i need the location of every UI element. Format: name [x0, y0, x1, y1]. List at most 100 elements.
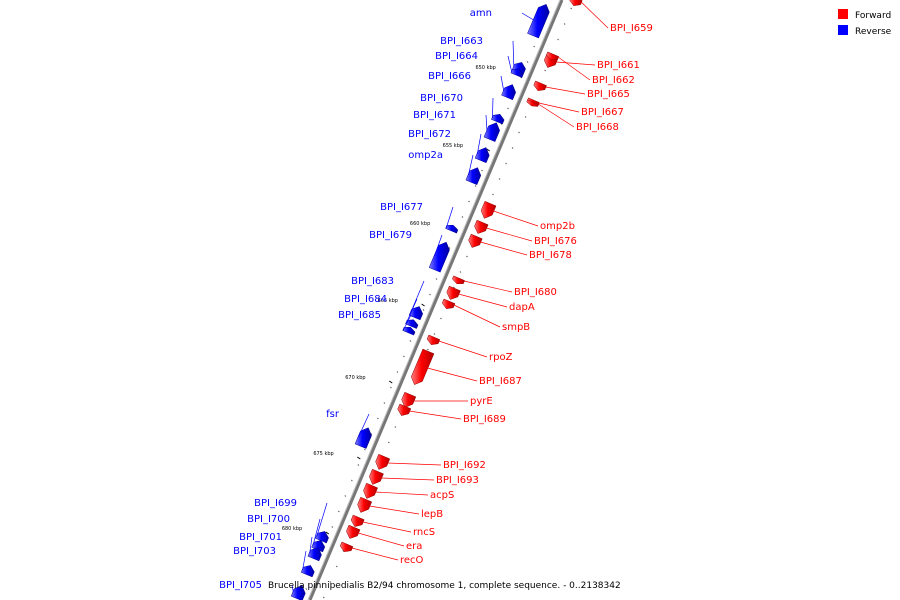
gene-glyph-fsr[interactable] [354, 427, 372, 449]
gene-glyph-rpoz[interactable] [426, 334, 441, 345]
gene-label-reco[interactable]: recO [400, 555, 424, 566]
gene-glyph-bpi_i678[interactable] [468, 233, 483, 248]
gene-glyph-bpi_i664[interactable] [510, 68, 524, 78]
label-leader [486, 227, 533, 242]
gene-glyph-bpi_i666[interactable] [501, 84, 516, 101]
gene-glyph-bpi_i665[interactable] [533, 80, 547, 91]
gene-glyph-era[interactable] [346, 524, 361, 539]
gene-glyph-bpi_i676[interactable] [474, 219, 489, 234]
gene-label-era[interactable]: era [406, 541, 422, 552]
gene-label-bpi_i664[interactable]: BPI_I664 [435, 51, 478, 62]
gene-label-bpi_i705[interactable]: BPI_I705 [219, 580, 262, 591]
gene-glyph-omp2b[interactable] [480, 200, 497, 219]
gene-label-pyre[interactable]: pyrE [470, 396, 493, 407]
gene-label-bpi_i672[interactable]: BPI_I672 [408, 129, 451, 140]
gene-glyph-reco[interactable] [339, 541, 354, 552]
gene-label-bpi_i700[interactable]: BPI_I700 [247, 514, 290, 525]
track-dash [427, 348, 429, 351]
label-leader [485, 114, 488, 132]
gene-label-lepb[interactable]: lepB [421, 509, 443, 520]
gene-label-bpi_i692[interactable]: BPI_I692 [443, 460, 486, 471]
gene-label-bpi_i685[interactable]: BPI_I685 [338, 310, 381, 321]
label-leader [358, 532, 405, 547]
gene-glyph-bpi_i662[interactable] [546, 51, 560, 61]
gene-glyph-bpi_i701[interactable] [307, 547, 322, 562]
gene-label-bpi_i663[interactable]: BPI_I663 [440, 36, 483, 47]
label-leader [381, 477, 435, 481]
gene-label-smpb[interactable]: smpB [502, 322, 530, 333]
gene-label-rpoz[interactable]: rpoZ [489, 352, 513, 363]
gene-label-bpi_i701[interactable]: BPI_I701 [239, 532, 282, 543]
gene-glyph-omp2a[interactable] [465, 167, 482, 186]
gene-glyph-bpi_i692[interactable] [375, 453, 391, 470]
gene-glyph-lepb[interactable] [357, 496, 373, 513]
tick-label: 670 kbp [345, 375, 365, 381]
gene-label-rncs[interactable]: rncS [413, 527, 435, 538]
track-dash [563, 23, 566, 25]
gene-label-bpi_i668[interactable]: BPI_I668 [576, 122, 619, 133]
gene-glyph-bpi_i672[interactable] [474, 147, 490, 164]
gene-label-bpi_i661[interactable]: BPI_I661 [597, 60, 640, 71]
gene-label-amn[interactable]: amn [470, 8, 492, 19]
legend-label-forward: Forward [855, 11, 891, 21]
legend: Forward Reverse [838, 9, 892, 37]
gene-label-bpi_i659[interactable]: BPI_I659 [610, 23, 653, 34]
gene-label-acps[interactable]: acpS [430, 490, 454, 501]
gene-label-bpi_i670[interactable]: BPI_I670 [420, 93, 463, 104]
gene-glyph-bpi_i703[interactable] [300, 565, 315, 578]
gene-label-bpi_i665[interactable]: BPI_I665 [587, 89, 630, 100]
tick-label: 665 kbp [378, 298, 398, 304]
gene-label-bpi_i680[interactable]: BPI_I680 [514, 287, 557, 298]
gene-label-bpi_i684[interactable]: BPI_I684 [344, 294, 387, 305]
gene-label-omp2b[interactable]: omp2b [540, 221, 575, 232]
gene-label-bpi_i699[interactable]: BPI_I699 [254, 498, 297, 509]
gene-glyph-bpi_i670[interactable] [491, 114, 505, 125]
gene-layer [290, 0, 583, 600]
gene-glyph-bpi_i659[interactable] [569, 0, 583, 6]
gene-label-omp2a[interactable]: omp2a [408, 150, 443, 161]
label-leader [453, 304, 501, 328]
label-leader [309, 536, 313, 554]
track-dash [429, 293, 431, 296]
gene-label-bpi_i678[interactable]: BPI_I678 [529, 250, 572, 261]
track-dash [518, 131, 520, 134]
gene-glyph-bpi_i679[interactable] [428, 241, 450, 273]
gene-label-bpi_i662[interactable]: BPI_I662 [592, 75, 635, 86]
tick-mark [388, 380, 393, 384]
label-leader [538, 102, 580, 113]
gene-glyph-pyre[interactable] [401, 391, 417, 408]
gene-glyph-smpb[interactable] [441, 298, 456, 309]
track-dash [526, 61, 529, 63]
gene-glyph-bpi_i689[interactable] [397, 403, 412, 416]
gene-glyph-acps[interactable] [363, 482, 378, 499]
gene-label-bpi_i703[interactable]: BPI_I703 [233, 546, 276, 557]
track-dash [403, 355, 405, 358]
gene-glyph-bpi_i677[interactable] [445, 224, 459, 234]
tick-mark [486, 148, 490, 152]
gene-label-bpi_i689[interactable]: BPI_I689 [463, 414, 506, 425]
gene-glyph-amn[interactable] [527, 3, 550, 39]
gene-glyph-rncs[interactable] [350, 514, 365, 527]
gene-label-bpi_i687[interactable]: BPI_I687 [479, 376, 522, 387]
gene-label-bpi_i679[interactable]: BPI_I679 [369, 230, 412, 241]
gene-glyph-dapa[interactable] [446, 285, 461, 300]
gene-label-bpi_i671[interactable]: BPI_I671 [413, 110, 456, 121]
gene-glyph-bpi_i671[interactable] [483, 122, 500, 142]
gene-glyph-bpi_i705[interactable] [290, 585, 306, 600]
gene-label-bpi_i683[interactable]: BPI_I683 [351, 276, 394, 287]
gene-label-dapa[interactable]: dapA [509, 302, 535, 313]
gene-label-bpi_i676[interactable]: BPI_I676 [534, 236, 577, 247]
gene-glyph-bpi_i668[interactable] [526, 99, 539, 107]
label-leader [538, 103, 575, 128]
gene-glyph-bpi_i687[interactable] [410, 348, 435, 385]
gene-label-bpi_i667[interactable]: BPI_I667 [581, 107, 624, 118]
gene-glyph-bpi_i683[interactable] [408, 306, 423, 321]
gene-label-fsr[interactable]: fsr [326, 409, 340, 420]
label-leader [512, 40, 515, 68]
gene-label-bpi_i693[interactable]: BPI_I693 [436, 475, 479, 486]
gene-glyph-bpi_i693[interactable] [369, 468, 384, 485]
gene-label-bpi_i666[interactable]: BPI_I666 [428, 71, 471, 82]
gene-label-bpi_i677[interactable]: BPI_I677 [380, 202, 423, 213]
gene-glyph-bpi_i680[interactable] [452, 275, 466, 285]
label-leader [387, 462, 442, 466]
